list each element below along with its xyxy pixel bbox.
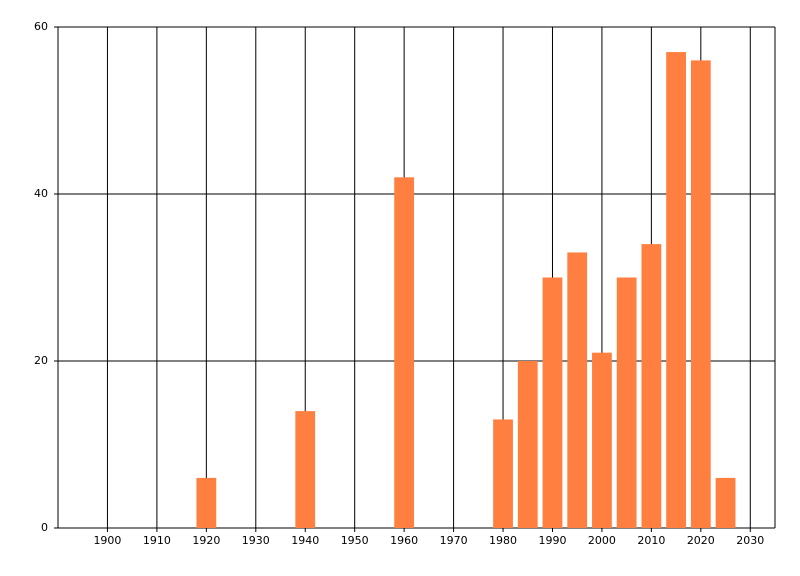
bar [690, 60, 711, 529]
bar [517, 361, 538, 528]
bar [715, 477, 736, 528]
bar [542, 277, 563, 528]
y-tick-label: 60 [34, 20, 48, 33]
bar [567, 252, 588, 528]
x-tick-label: 2010 [637, 534, 665, 547]
x-tick-label: 1910 [143, 534, 171, 547]
x-tick-label: 1970 [440, 534, 468, 547]
x-tick-label: 1940 [291, 534, 319, 547]
x-tick-label: 1990 [538, 534, 566, 547]
bar [666, 52, 686, 529]
y-tick-label: 20 [34, 354, 48, 367]
bar [394, 177, 415, 529]
x-tick-label: 2030 [736, 534, 764, 547]
bar [641, 244, 662, 528]
bar [196, 477, 217, 528]
bar [616, 277, 637, 528]
bar [493, 419, 513, 528]
bar [295, 411, 316, 528]
bar [592, 352, 612, 528]
y-tick-label: 40 [34, 187, 48, 200]
x-tick-label: 1980 [489, 534, 517, 547]
x-tick-label: 1920 [192, 534, 220, 547]
x-tick-label: 1900 [93, 534, 121, 547]
x-tick-label: 2020 [687, 534, 715, 547]
x-tick-label: 1930 [242, 534, 270, 547]
x-tick-label: 1950 [341, 534, 369, 547]
x-tick-label: 1960 [390, 534, 418, 547]
x-tick-label: 2000 [588, 534, 616, 547]
y-tick-label: 0 [41, 521, 48, 534]
